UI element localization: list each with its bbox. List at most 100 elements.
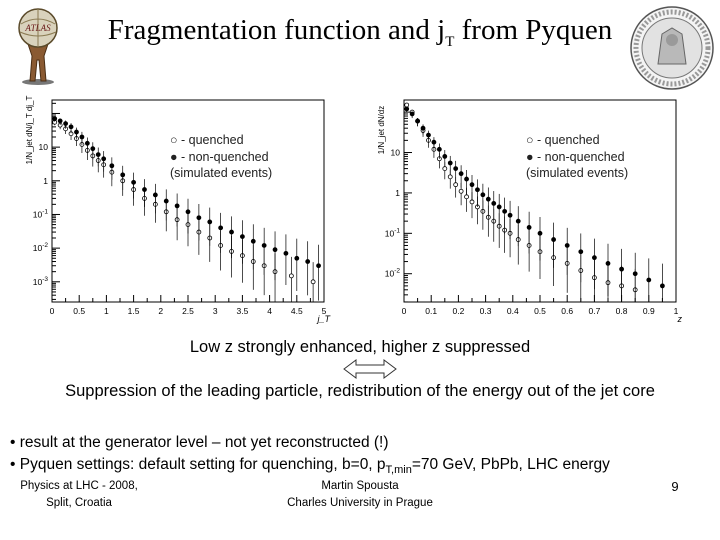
point-non-quenched bbox=[404, 106, 410, 112]
point-non-quenched bbox=[196, 215, 202, 221]
point-non-quenched bbox=[469, 182, 475, 188]
x-tick-label: 2 bbox=[158, 306, 163, 316]
point-quenched bbox=[453, 182, 459, 188]
point-quenched bbox=[447, 174, 453, 180]
y-tick-label: 10 bbox=[39, 142, 49, 152]
point-non-quenched bbox=[316, 263, 321, 269]
explanation-line: Suppression of the leading particle, red… bbox=[65, 382, 655, 400]
legend-non-quenched: ● - non-quenched bbox=[526, 149, 625, 164]
y-axis-label: 1/N_jet dN/dz bbox=[377, 106, 386, 154]
point-non-quenched bbox=[537, 230, 543, 236]
x-tick-label: 4.5 bbox=[291, 306, 303, 316]
university-seal bbox=[630, 6, 714, 90]
y-tick-label: 10-2 bbox=[33, 242, 49, 253]
point-non-quenched bbox=[152, 192, 158, 198]
point-non-quenched bbox=[458, 171, 464, 177]
point-non-quenched bbox=[142, 187, 147, 192]
point-non-quenched bbox=[52, 116, 58, 122]
x-tick-label: 1 bbox=[104, 306, 109, 316]
point-non-quenched bbox=[578, 249, 584, 255]
y-tick-label: 10 bbox=[391, 148, 401, 158]
point-non-quenched bbox=[485, 196, 491, 202]
footer-left: Physics at LHC - 2008, Split, Croatia bbox=[20, 480, 138, 509]
x-tick-label: 2.5 bbox=[182, 306, 194, 316]
z-plot: 0 0.1 0.2 0.3 0.4 0.5 0.6 0.7 0.8 0.9 1 z 10 1 10-1 10-… bbox=[374, 92, 692, 330]
x-tick-label: 1 bbox=[674, 306, 679, 316]
legend-quenched: ○ - quenched bbox=[170, 133, 244, 147]
y-axis-label: 1/N_jet dN/j_T dj_T bbox=[25, 96, 34, 165]
x-tick-label: 1.5 bbox=[128, 306, 140, 316]
point-non-quenched bbox=[131, 179, 136, 185]
point-quenched bbox=[458, 188, 464, 194]
slide-title: Fragmentation function and jT from Pyque… bbox=[107, 14, 613, 50]
point-non-quenched bbox=[79, 134, 85, 140]
x-tick-label: 0.3 bbox=[480, 306, 492, 316]
point-non-quenched bbox=[101, 156, 107, 162]
point-non-quenched bbox=[515, 218, 521, 224]
point-non-quenched bbox=[442, 154, 448, 159]
point-quenched bbox=[464, 194, 469, 200]
y-tick-label: 1 bbox=[43, 176, 48, 186]
point-non-quenched bbox=[551, 237, 557, 242]
point-non-quenched bbox=[120, 172, 126, 178]
point-non-quenched bbox=[502, 208, 508, 214]
x-tick-label: 0.7 bbox=[588, 306, 600, 316]
point-non-quenched bbox=[605, 261, 611, 266]
x-tick-label: 0.5 bbox=[534, 306, 546, 316]
x-tick-label: 0 bbox=[402, 306, 407, 316]
x-axis-label: j_T bbox=[316, 314, 331, 324]
x-tick-label: 0.4 bbox=[507, 306, 519, 316]
point-non-quenched bbox=[453, 166, 459, 171]
legend-note: (simulated events) bbox=[170, 166, 273, 180]
point-quenched bbox=[442, 166, 448, 171]
point-non-quenched bbox=[261, 243, 267, 248]
page-number: 9 bbox=[671, 479, 679, 494]
point-non-quenched bbox=[415, 118, 420, 124]
x-tick-label: 0.6 bbox=[561, 306, 573, 316]
emphasis-line: Low z strongly enhanced, higher z suppre… bbox=[189, 338, 531, 356]
point-non-quenched bbox=[207, 219, 213, 225]
x-tick-label: 5 bbox=[322, 306, 327, 316]
z-plot-legend: ○ - quenched ● - non-quenched (simulated… bbox=[526, 132, 628, 182]
point-non-quenched bbox=[74, 129, 79, 135]
point-non-quenched bbox=[283, 250, 289, 256]
point-non-quenched bbox=[447, 160, 453, 166]
point-non-quenched bbox=[420, 125, 426, 131]
point-quenched bbox=[404, 102, 410, 108]
double-arrow-icon bbox=[343, 359, 397, 379]
legend-quenched: ○ - quenched bbox=[526, 133, 600, 147]
point-non-quenched bbox=[90, 146, 96, 152]
point-non-quenched bbox=[409, 111, 415, 117]
y-tick-label: 1 bbox=[395, 188, 400, 198]
point-non-quenched bbox=[591, 255, 597, 261]
point-non-quenched bbox=[632, 271, 638, 277]
point-non-quenched bbox=[239, 234, 245, 240]
x-axis-label: z bbox=[677, 314, 683, 324]
point-non-quenched bbox=[646, 277, 652, 283]
point-non-quenched bbox=[491, 201, 497, 206]
y-tick-label: 10-1 bbox=[33, 208, 49, 219]
point-non-quenched bbox=[436, 146, 442, 152]
point-non-quenched bbox=[163, 198, 169, 204]
x-tick-label: 0.2 bbox=[452, 306, 464, 316]
jt-chart: 0 0.5 1 1.5 2 2.5 3 3.5 4 4.5 5j_T 10 1 10-1 10-2 10-3 1… bbox=[25, 96, 331, 324]
z-chart: 0 0.1 0.2 0.3 0.4 0.5 0.6 0.7 0.8 0.9 1z10110-110-… bbox=[377, 99, 683, 324]
point-non-quenched bbox=[229, 229, 234, 235]
point-non-quenched bbox=[426, 132, 431, 138]
x-tick-label: 3.5 bbox=[236, 306, 248, 316]
point-non-quenched bbox=[272, 247, 278, 253]
point-quenched bbox=[310, 279, 316, 285]
point-non-quenched bbox=[185, 209, 191, 215]
x-tick-label: 0.9 bbox=[643, 306, 655, 316]
legend-non-quenched: ● - non-quenched bbox=[170, 149, 269, 164]
point-non-quenched bbox=[496, 204, 502, 210]
x-tick-label: 4 bbox=[267, 306, 272, 316]
point-non-quenched bbox=[109, 163, 115, 169]
x-tick-label: 0.1 bbox=[425, 306, 437, 316]
point-non-quenched bbox=[659, 283, 665, 289]
point-non-quenched bbox=[218, 225, 224, 231]
point-non-quenched bbox=[95, 152, 101, 158]
point-non-quenched bbox=[57, 118, 63, 124]
point-non-quenched bbox=[250, 238, 256, 244]
point-non-quenched bbox=[63, 121, 68, 127]
